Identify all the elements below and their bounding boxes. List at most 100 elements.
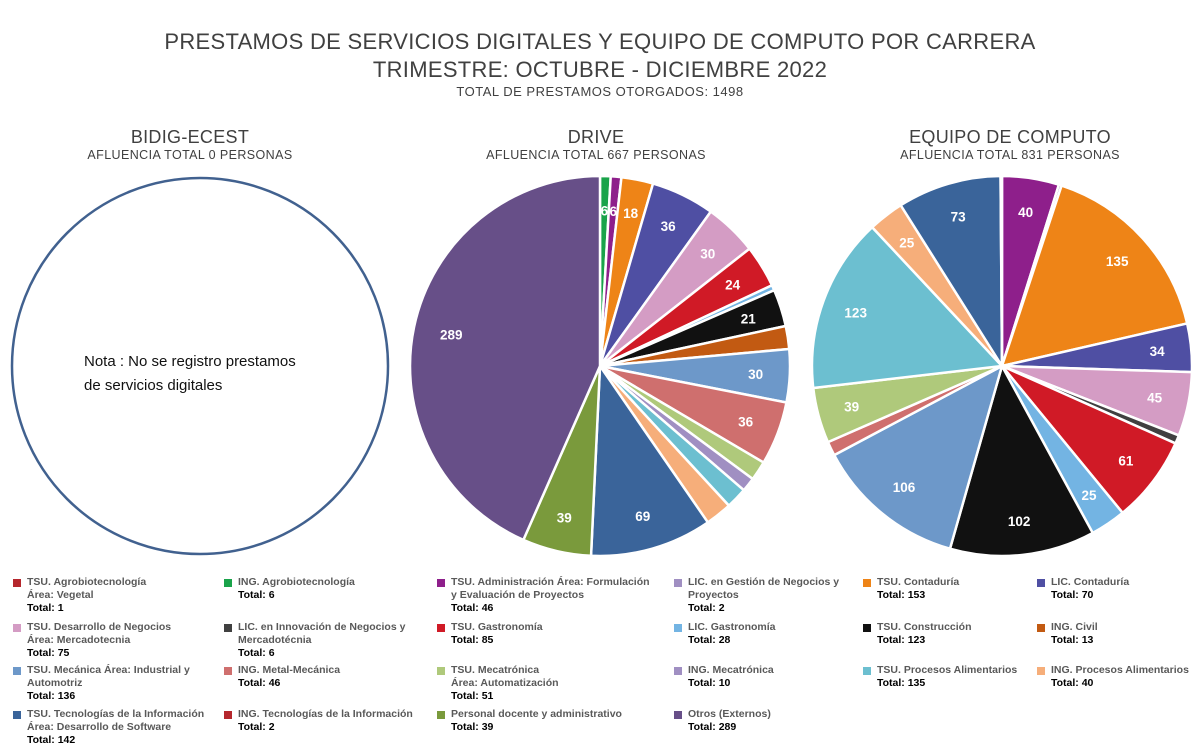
- legend-total: Total: 2: [238, 721, 275, 733]
- pie-data-label-equipo: 25: [899, 236, 915, 251]
- legend-total: Total: 46: [238, 677, 281, 689]
- legend-swatch: [674, 667, 682, 675]
- pie-data-label-drive: 6: [601, 203, 609, 218]
- chart-title-line2: TRIMESTRE: OCTUBRE - DICIEMBRE 2022: [372, 57, 828, 82]
- pie-data-label-drive: 18: [623, 206, 639, 221]
- pie-data-label-equipo: 25: [1081, 488, 1097, 503]
- pie-data-label-drive: 24: [725, 277, 741, 292]
- pie-data-label-drive: 21: [741, 311, 757, 326]
- legend-swatch: [437, 711, 445, 719]
- legend-label: TSU. Tecnologías de la Información Área:…: [27, 708, 205, 733]
- legend-total: Total: 46: [451, 602, 494, 614]
- legend-item: ING. Civil Total: 13: [1037, 621, 1196, 647]
- legend-label: TSU. Desarrollo de Negocios Área: Mercad…: [27, 621, 172, 646]
- legend-item: Otros (Externos) Total: 289: [674, 708, 858, 734]
- pie-slice-equipo: [999, 174, 1004, 368]
- pie-data-label-drive: 36: [738, 414, 754, 429]
- pie-slice-equipo: [810, 226, 1004, 390]
- legend-label: TSU. Mecatrónica Área: Automatización: [451, 664, 559, 689]
- legend-swatch: [437, 624, 445, 632]
- legend-swatch: [13, 579, 21, 587]
- pie-data-label-equipo: 102: [1008, 514, 1031, 529]
- legend-label: Personal docente y administrativo: [451, 708, 622, 720]
- pie-header-drive: DRIVE AFLUENCIA TOTAL 667 PERSONAS: [406, 126, 786, 162]
- legend-swatch: [437, 667, 445, 675]
- pie-data-label-equipo: 39: [844, 400, 859, 415]
- legend: TSU. Agrobiotecnología Área: Vegetal Tota…: [0, 574, 1200, 750]
- legend-total: Total: 6: [238, 589, 275, 601]
- chart-header: PRESTAMOS DE SERVICIOS DIGITALES Y EQUIP…: [0, 28, 1200, 100]
- pie-title-bidig: BIDIG-ECEST: [130, 127, 250, 147]
- legend-total: Total: 28: [688, 634, 731, 646]
- pie-data-label-equipo: 73: [951, 210, 967, 225]
- chart-subtitle: TOTAL DE PRESTAMOS OTORGADOS: 1498: [456, 84, 744, 99]
- legend-swatch: [674, 711, 682, 719]
- pie-slice-equipo: [948, 364, 1094, 558]
- legend-item: ING. Procesos Alimentarios Total: 40: [1037, 664, 1196, 690]
- legend-total: Total: 2: [688, 602, 725, 614]
- legend-label: ING. Metal-Mecánica: [238, 664, 341, 676]
- note-line1: Nota : No se registro prestamos: [84, 353, 296, 370]
- legend-item: TSU. Administración Área: Formulación y …: [437, 576, 671, 615]
- legend-swatch: [13, 624, 21, 632]
- legend-label: TSU. Administración Área: Formulación y …: [451, 576, 650, 601]
- legend-swatch: [863, 624, 871, 632]
- legend-item: LIC. en Gestión de Negocios y Proyectos T…: [674, 576, 858, 615]
- legend-label: TSU. Gastronomía: [451, 621, 543, 633]
- legend-swatch: [13, 667, 21, 675]
- pie-slice-equipo: [899, 174, 1004, 368]
- chart-title-line1: PRESTAMOS DE SERVICIOS DIGITALES Y EQUIP…: [164, 29, 1036, 54]
- legend-label: LIC. en Innovación de Negocios y Mercado…: [238, 621, 406, 646]
- legend-total: Total: 70: [1051, 589, 1094, 601]
- pie-data-label-drive: 39: [557, 511, 572, 526]
- legend-swatch: [224, 579, 232, 587]
- legend-item: TSU. Desarrollo de Negocios Área: Mercad…: [13, 621, 217, 660]
- legend-swatch: [863, 579, 871, 587]
- legend-label: ING. Civil: [1051, 621, 1098, 633]
- legend-label: LIC. en Gestión de Negocios y Proyectos: [688, 576, 840, 601]
- pie-outline-bidig: [10, 176, 390, 556]
- pie-data-label-drive: 36: [661, 219, 677, 234]
- legend-swatch: [224, 711, 232, 719]
- legend-label: ING. Tecnologías de la Información: [238, 708, 413, 720]
- legend-total: Total: 40: [1051, 677, 1094, 689]
- legend-swatch: [674, 624, 682, 632]
- legend-swatch: [224, 624, 232, 632]
- legend-item: TSU. Agrobiotecnología Área: Vegetal Tota…: [13, 576, 217, 615]
- note-line2: de servicios digitales: [84, 377, 223, 394]
- legend-total: Total: 142: [27, 734, 76, 746]
- legend-swatch: [863, 667, 871, 675]
- legend-item: LIC. Contaduría Total: 70: [1037, 576, 1196, 602]
- legend-label: TSU. Construcción: [877, 621, 972, 633]
- pie-slice-drive: [589, 364, 710, 558]
- legend-item: LIC. en Innovación de Negocios y Mercado…: [224, 621, 428, 660]
- pie-subtitle-bidig: AFLUENCIA TOTAL 0 PERSONAS: [87, 148, 293, 162]
- pie-data-label-equipo: 135: [1106, 254, 1129, 269]
- legend-label: ING. Agrobiotecnología: [238, 576, 355, 588]
- legend-label: Otros (Externos): [688, 708, 771, 720]
- pie-data-label-drive: 69: [635, 509, 650, 524]
- legend-swatch: [13, 711, 21, 719]
- legend-label: ING. Mecatrónica: [688, 664, 774, 676]
- legend-item: TSU. Gastronomía Total: 85: [437, 621, 671, 647]
- pie-data-label-drive: 30: [700, 247, 715, 262]
- legend-total: Total: 6: [238, 647, 275, 659]
- legend-total: Total: 75: [27, 647, 70, 659]
- legend-label: LIC. Contaduría: [1051, 576, 1130, 588]
- pie-data-label-drive: 289: [440, 328, 463, 343]
- pie-slice-equipo: [1000, 184, 1189, 368]
- pie-slice-equipo: [832, 364, 1004, 550]
- pie-data-label-equipo: 34: [1150, 344, 1166, 359]
- legend-label: TSU. Contaduría: [877, 576, 960, 588]
- legend-total: Total: 1: [27, 602, 64, 614]
- legend-total: Total: 51: [451, 690, 494, 702]
- legend-label: LIC. Gastronomía: [688, 621, 776, 633]
- legend-label: ING. Procesos Alimentarios: [1051, 664, 1189, 676]
- legend-label: TSU. Agrobiotecnología Área: Vegetal: [27, 576, 147, 601]
- legend-item: LIC. Gastronomía Total: 28: [674, 621, 858, 647]
- legend-label: TSU. Procesos Alimentarios: [877, 664, 1018, 676]
- pie-data-label-equipo: 123: [844, 305, 867, 320]
- legend-swatch: [1037, 624, 1045, 632]
- pie-slice-drive: [408, 174, 602, 542]
- pie-header-bidig: BIDIG-ECEST AFLUENCIA TOTAL 0 PERSONAS: [0, 126, 380, 162]
